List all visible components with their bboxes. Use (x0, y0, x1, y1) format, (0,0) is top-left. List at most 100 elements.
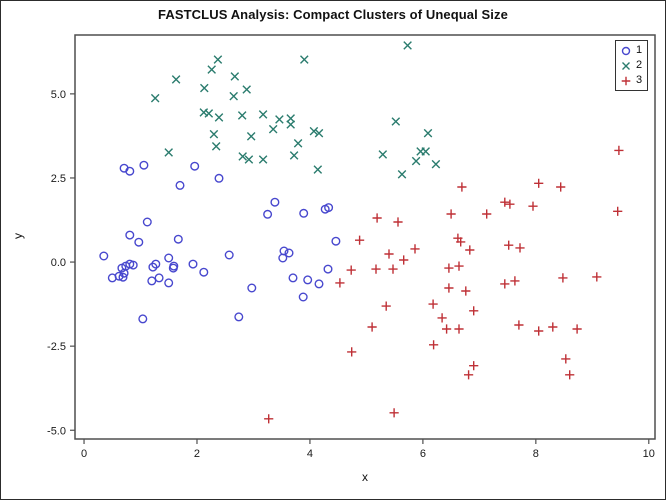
scatter-marker-circle (147, 276, 157, 286)
scatter-marker-plus (372, 213, 382, 223)
scatter-marker-plus (505, 199, 515, 209)
scatter-marker-circle (117, 263, 127, 273)
scatter-marker-plus (428, 299, 438, 309)
scatter-marker-circle (118, 272, 128, 282)
scatter-marker-x (314, 128, 324, 138)
scatter-marker-plus (410, 244, 420, 254)
scatter-marker-plus (500, 279, 510, 289)
scatter-marker-circle (621, 46, 631, 55)
scatter-marker-x (211, 142, 221, 151)
scatter-marker-x (286, 120, 295, 129)
scatter-marker-circle (107, 273, 117, 283)
scatter-marker-x (622, 61, 630, 70)
chart-title: FASTCLUS Analysis: Compact Clusters of U… (158, 7, 508, 22)
scatter-marker-x (246, 132, 256, 141)
scatter-marker-x (164, 148, 173, 157)
scatter-marker-plus (371, 264, 381, 274)
y-tick-label: 2.5 (51, 173, 66, 185)
scatter-marker-circle (139, 160, 149, 170)
scatter-marker-circle (331, 236, 341, 246)
scatter-marker-x (275, 115, 284, 124)
legend-item-3: 3 (620, 73, 642, 88)
x-tick-label: 2 (194, 448, 200, 460)
scatter-marker-plus (355, 235, 365, 245)
scatter-marker-circle (323, 264, 333, 274)
scatter-marker-circle (303, 275, 313, 285)
series-cluster-1 (99, 160, 341, 324)
scatter-marker-plus (437, 313, 447, 323)
scatter-marker-plus (592, 272, 602, 282)
scatter-marker-circle (173, 234, 183, 244)
scatter-marker-circle (148, 262, 158, 272)
scatter-marker-x (242, 85, 251, 94)
scatter-marker-circle (263, 209, 273, 219)
legend: 1 2 3 (615, 40, 649, 91)
scatter-marker-plus (572, 324, 582, 334)
scatter-marker-plus (565, 370, 575, 380)
legend-x-icon (622, 61, 630, 70)
plot-frame (74, 34, 656, 440)
scatter-marker-x (238, 152, 247, 161)
scatter-marker-x (258, 110, 268, 119)
scatter-marker-x (431, 159, 441, 169)
scatter-marker-circle (154, 273, 164, 283)
scatter-marker-x (391, 117, 401, 126)
scatter-marker-circle (270, 197, 280, 207)
scatter-marker-plus (534, 178, 544, 188)
scatter-marker-circle (247, 283, 257, 293)
x-axis-label: x (362, 470, 368, 484)
scatter-marker-plus (389, 408, 399, 418)
scatter-marker-circle (175, 180, 185, 190)
x-tick-label: 10 (643, 448, 655, 460)
scatter-marker-plus (456, 237, 466, 247)
y-tick-label: 0.0 (51, 257, 66, 269)
scatter-marker-x (230, 72, 240, 81)
x-tick-label: 4 (307, 448, 313, 460)
scatter-marker-x (309, 126, 319, 136)
scatter-marker-circle (324, 203, 334, 213)
y-axis-label: y (11, 233, 25, 239)
scatter-marker-plus (461, 286, 471, 296)
scatter-marker-circle (164, 253, 174, 263)
scatter-marker-plus (464, 370, 474, 380)
scatter-marker-circle (119, 268, 129, 278)
scatter-marker-x (213, 55, 223, 64)
scatter-marker-x (150, 93, 160, 103)
scatter-marker-x (403, 41, 412, 50)
scatter-marker-plus (399, 255, 409, 265)
legend-label: 3 (636, 74, 643, 86)
scatter-marker-x (214, 113, 224, 122)
legend-item-2: 2 (620, 58, 642, 73)
scatter-marker-plus (393, 217, 403, 227)
scatter-marker-plus (264, 414, 274, 424)
scatter-marker-plus (444, 263, 454, 273)
scatter-marker-x (204, 109, 214, 118)
scatter-marker-plus (454, 324, 464, 334)
scatter-marker-x (209, 129, 219, 139)
legend-plus-icon (621, 76, 631, 85)
scatter-marker-plus (381, 301, 391, 311)
scatter-marker-plus (548, 322, 558, 332)
scatter-marker-x (268, 124, 278, 134)
scatter-marker-plus (442, 324, 452, 334)
scatter-marker-circle (128, 260, 138, 270)
scatter-marker-plus (561, 354, 571, 364)
scatter-marker-plus (347, 347, 357, 357)
scatter-marker-plus (558, 273, 568, 283)
scatter-marker-circle (168, 263, 178, 273)
y-tick-label: -2.5 (47, 341, 66, 353)
scatter-marker-plus (510, 276, 520, 286)
legend-label: 2 (636, 59, 643, 71)
scatter-marker-x (313, 165, 323, 174)
scatter-marker-plus (528, 201, 538, 211)
scatter-marker-x (378, 150, 388, 159)
scatter-marker-x (293, 139, 303, 148)
scatter-marker-circle (278, 253, 288, 263)
scatter-marker-plus (500, 197, 510, 207)
series-cluster-2 (150, 41, 441, 179)
scatter-marker-x (207, 65, 216, 74)
scatter-marker-x (171, 75, 181, 84)
legend-label: 1 (636, 44, 643, 56)
